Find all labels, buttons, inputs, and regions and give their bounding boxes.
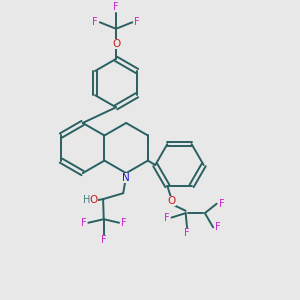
Text: H: H [83, 195, 91, 205]
Text: F: F [121, 218, 127, 228]
Text: O: O [90, 195, 98, 205]
Text: O: O [112, 38, 120, 49]
Text: F: F [184, 228, 190, 238]
Text: F: F [101, 235, 106, 245]
Text: F: F [219, 199, 224, 209]
Text: F: F [215, 222, 221, 232]
Text: N: N [122, 173, 130, 184]
Text: F: F [113, 2, 119, 12]
Text: F: F [81, 218, 86, 228]
Text: O: O [168, 196, 176, 206]
Text: F: F [92, 17, 98, 27]
Text: F: F [164, 213, 170, 223]
Text: F: F [134, 17, 140, 27]
